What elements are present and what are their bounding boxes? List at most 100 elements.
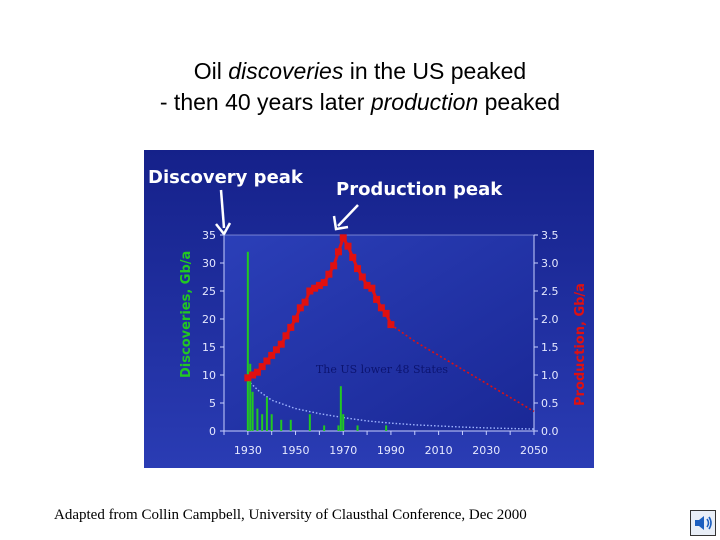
discovery-bar [256,408,259,431]
chart-panel: Discovery peak Production peak The US lo… [144,150,594,468]
production-point [277,340,285,348]
production-point [320,279,328,287]
production-point [253,368,261,376]
right-tick-label: 1.5 [541,341,559,354]
title-line-2: - then 40 years later production peaked [60,87,660,118]
left-tick-label: 10 [202,369,216,382]
left-tick-label: 30 [202,257,216,270]
title-emphasis: discoveries [228,58,344,84]
production-point [301,298,309,306]
production-point [344,242,352,250]
title-line-1: Oil discoveries in the US peaked [60,56,660,87]
left-tick-label: 25 [202,285,216,298]
production-point [368,284,376,292]
plot-area [224,235,534,431]
x-tick-label: 2050 [520,444,548,457]
production-point [263,357,271,365]
right-tick-label: 0.5 [541,397,559,410]
production-arrow-head [332,215,349,231]
right-tick-label: 0.0 [541,425,559,438]
right-tick-label: 3.0 [541,257,559,270]
left-tick-label: 20 [202,313,216,326]
right-axis-label: Production, Gb/a [573,283,588,406]
discoveries-series [246,251,388,431]
production-point [373,295,381,303]
production-forecast-line [390,323,535,413]
speaker-icon[interactable] [690,510,716,536]
title-text: - then 40 years later [159,89,371,115]
production-point [315,281,323,289]
discovery-bar [251,391,254,431]
right-tick-label: 1.0 [541,369,559,382]
production-point [296,304,304,312]
production-point [377,304,385,312]
discovery-bar [246,251,249,431]
left-tick-label: 15 [202,341,216,354]
production-forecast-series [390,323,535,413]
production-point [339,234,347,242]
production-point [354,265,362,273]
discovery-bar [308,414,311,431]
x-tick-label: 1930 [234,444,262,457]
discovery-bar [356,425,359,431]
discovery-bar [265,397,268,431]
axes: 0 5 10 15 20 25 30 35 0.0 0.5 1.0 1.5 2.0 2.5 3.0 3.5 19… [202,229,559,457]
right-tick-label: 2.5 [541,285,559,298]
discovery-peak-label: Discovery peak [148,167,304,188]
production-point [244,374,252,382]
production-point [306,287,314,295]
discovery-trend-series [247,380,535,430]
discovery-bar [289,419,292,431]
production-point [349,253,357,261]
discovery-arrow-head [215,222,232,237]
production-peak-label: Production peak [336,179,503,200]
right-tick-label: 3.5 [541,229,559,242]
discovery-bar [249,363,252,431]
left-tick-label: 35 [202,229,216,242]
title-text: Oil [193,58,229,84]
discovery-bar [270,414,273,431]
discovery-trend-line [247,380,535,430]
x-tick-label: 1990 [377,444,405,457]
production-arrow-shaft [337,204,359,227]
title-text: peaked [478,89,561,115]
discovery-bar [323,425,326,431]
discovery-bar [280,419,283,431]
production-point [311,284,319,292]
speaker-icon-glyph [695,516,712,530]
annotation-arrows [215,189,359,237]
left-tick-label: 0 [209,425,216,438]
x-tick-label: 1970 [329,444,357,457]
oil-chart: Discovery peak Production peak The US lo… [144,150,594,468]
production-point [272,346,280,354]
slide-title: Oil discoveries in the US peaked - then … [60,56,660,118]
production-point [325,270,333,278]
discovery-bar [342,414,345,431]
title-emphasis: production [370,89,479,115]
production-series [244,234,395,382]
production-point [334,248,342,256]
production-point [292,315,300,323]
production-point [363,281,371,289]
title-text: in the US peaked [343,58,527,84]
production-point [287,323,295,331]
discovery-arrow-shaft [219,189,226,229]
source-caption: Adapted from Collin Campbell, University… [54,507,527,523]
production-point [358,273,366,281]
left-tick-label: 5 [209,397,216,410]
production-point [282,332,290,340]
discovery-bar [337,425,340,431]
production-point [382,309,390,317]
right-tick-label: 2.0 [541,313,559,326]
left-axis-label: Discoveries, Gb/a [179,251,194,378]
discovery-bar [339,386,342,431]
x-tick-label: 2030 [472,444,500,457]
production-point [258,363,266,371]
discovery-bar [261,414,264,431]
x-tick-label: 1950 [282,444,310,457]
production-point [268,351,276,359]
region-watermark: The US lower 48 States [316,363,448,376]
x-tick-label: 2010 [425,444,453,457]
production-point [249,371,257,379]
production-point [330,262,338,270]
